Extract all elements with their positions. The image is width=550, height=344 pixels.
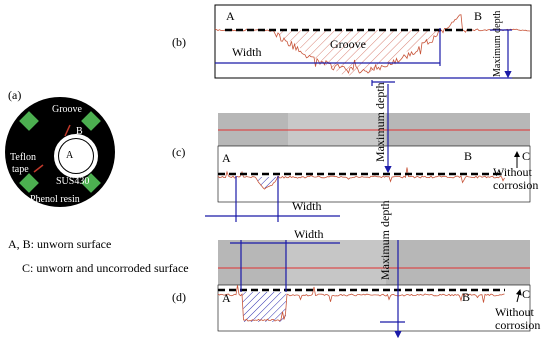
label: B	[76, 126, 83, 137]
teflon-pad	[19, 111, 39, 131]
label: B	[462, 290, 470, 304]
label: tape	[12, 164, 29, 175]
label: Phenol resin	[30, 194, 80, 205]
panel-c: (c) A B Width Maximum depth C Without co…	[172, 82, 538, 222]
profile	[217, 167, 505, 190]
groove-area	[242, 292, 286, 322]
tape-pointer	[33, 164, 44, 173]
label: Groove	[52, 104, 83, 115]
panel-label: (a)	[8, 88, 21, 102]
groove-area	[272, 30, 444, 76]
legend-text: C: unworn and uncorroded surface	[22, 261, 189, 275]
ring	[54, 134, 98, 178]
label: Teflon	[10, 152, 36, 163]
label: Maximum depth	[373, 82, 387, 162]
profile	[214, 14, 531, 75]
teflon-pad	[81, 111, 101, 131]
legend-text: A, B: unworn surface	[8, 237, 111, 251]
pointer	[515, 289, 522, 303]
label: Width	[232, 45, 262, 59]
label: Maximum depth	[492, 11, 503, 77]
micrograph	[286, 240, 386, 285]
label: corrosion	[495, 318, 540, 332]
panel-d: (d) A B Width Maximum depth C Without co…	[172, 200, 540, 339]
sus-disc	[59, 139, 93, 173]
teflon-pad	[81, 173, 101, 193]
panel-b: (b) A B Width Groove Maximum depth	[172, 4, 532, 79]
label: Width	[294, 227, 324, 241]
label: Width	[292, 199, 322, 213]
label: C	[522, 149, 530, 163]
label: corrosion	[493, 178, 538, 192]
label: Maximum depth	[378, 200, 392, 280]
label: Without	[495, 305, 535, 319]
label: A	[226, 9, 235, 23]
label: B	[474, 9, 482, 23]
label: A	[66, 150, 74, 161]
label: B	[464, 149, 472, 163]
label: Groove	[330, 37, 366, 51]
panel-a: (a) Groove B C A Teflon tape SUS430 Phen…	[5, 88, 115, 207]
label: C	[96, 124, 103, 135]
label: A	[222, 291, 231, 305]
panel-label: (b)	[172, 35, 186, 49]
panel-label: (d)	[172, 290, 186, 304]
label: SUS430	[56, 176, 89, 187]
groove-mark	[64, 124, 71, 137]
panel-label: (c)	[172, 145, 185, 159]
profile	[217, 285, 505, 322]
label: A	[222, 151, 231, 165]
label: Without	[493, 165, 533, 179]
label: C	[522, 287, 530, 301]
